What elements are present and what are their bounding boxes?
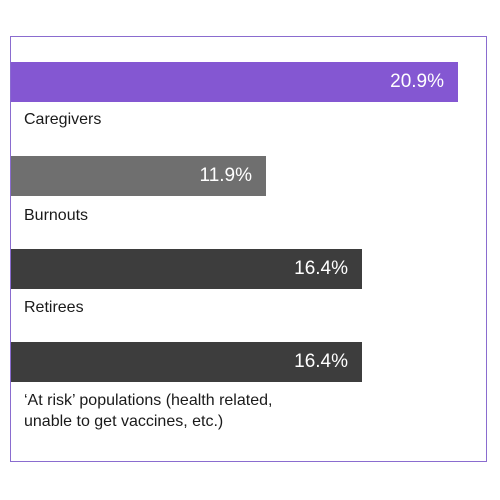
category-label: Burnouts [24, 207, 89, 224]
category-label: Retirees [24, 299, 84, 316]
bar-2: 11.9% [11, 156, 266, 196]
bar-value-label: 16.4% [294, 258, 348, 279]
chart-frame [10, 36, 487, 462]
bar-value-label: 11.9% [199, 165, 252, 186]
category-label: ‘At risk’ populations (health related, u… [24, 392, 273, 430]
bar-4: 16.4% [11, 342, 362, 382]
bar-value-label: 20.9% [390, 71, 444, 92]
category-label: Caregivers [24, 111, 102, 128]
bar-value-label: 16.4% [294, 351, 348, 372]
bar-1: 20.9% [11, 62, 458, 102]
bar-3: 16.4% [11, 249, 362, 289]
